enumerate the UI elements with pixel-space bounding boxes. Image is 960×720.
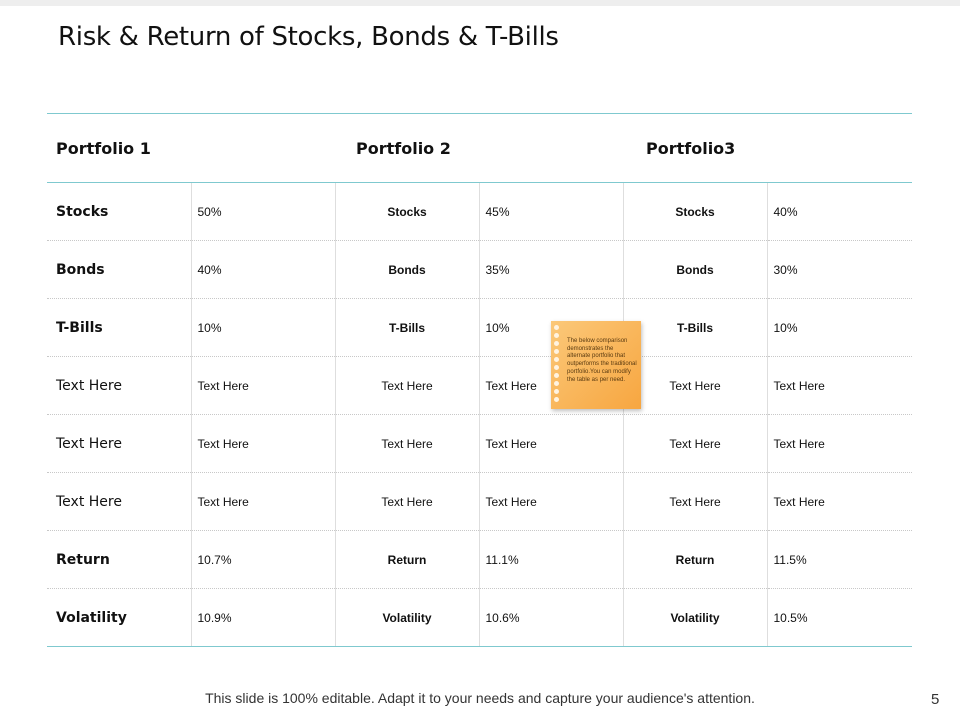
value-cell: 10.7% — [190, 530, 335, 589]
table-header-row: Portfolio 1 Portfolio 2 Portfolio3 — [47, 114, 912, 183]
page-number: 5 — [931, 691, 940, 708]
value-cell: 35% — [478, 240, 623, 299]
table-row: Text Here Text Here Text Here Text Here Text… — [47, 414, 912, 473]
value-cell: Text Here — [190, 356, 335, 415]
row-sublabel: Text Here — [334, 472, 479, 531]
row-sublabel: Return — [334, 530, 479, 589]
sticky-note: The below comparison demonstrates the al… — [551, 321, 641, 409]
table-body: Stocks 50% Stocks 45% Stocks 40% Bonds 40% Bonds… — [47, 182, 912, 646]
row-label: Text Here — [47, 356, 191, 415]
table-row: Stocks 50% Stocks 45% Stocks 40% — [47, 182, 912, 241]
row-sublabel: Volatility — [622, 588, 767, 646]
value-cell: 11.5% — [766, 530, 912, 589]
row-sublabel: Bonds — [334, 240, 479, 299]
row-sublabel: Text Here — [622, 472, 767, 531]
table-row: Bonds 40% Bonds 35% Bonds 30% — [47, 240, 912, 299]
row-label: Stocks — [56, 203, 109, 220]
row-sublabel: Stocks — [334, 182, 479, 241]
row-label: Text Here — [47, 414, 191, 473]
slide-title: Risk & Return of Stocks, Bonds & T-Bills — [58, 22, 559, 52]
value-cell: 50% — [190, 182, 335, 241]
portfolio-table: Portfolio 1 Portfolio 2 Portfolio3 Stock… — [47, 113, 912, 647]
row-label: Return — [47, 530, 191, 589]
row-sublabel: Stocks — [622, 182, 767, 241]
value-cell: 10% — [766, 298, 912, 357]
row-label: Text Here — [47, 472, 191, 531]
value-cell: Text Here — [766, 472, 912, 531]
header-portfolio-3: Portfolio3 — [623, 114, 912, 183]
row-sublabel: Text Here — [622, 356, 767, 415]
slide-top-bar — [0, 0, 960, 6]
row-sublabel: Text Here — [334, 414, 479, 473]
row-sublabel: Text Here — [334, 356, 479, 415]
table-row: Text Here Text Here Text Here Text Here Text… — [47, 356, 912, 415]
value-cell: 40% — [190, 240, 335, 299]
table-row: T-Bills 10% T-Bills 10% T-Bills 10% — [47, 298, 912, 357]
table-row: Text Here Text Here Text Here Text Here Text… — [47, 472, 912, 531]
value-cell: 10.5% — [766, 588, 912, 646]
header-portfolio-2: Portfolio 2 — [335, 114, 623, 183]
value-cell: Text Here — [766, 356, 912, 415]
row-sublabel: Volatility — [334, 588, 479, 646]
row-label: Bonds — [47, 240, 191, 299]
header-portfolio-1: Portfolio 1 — [47, 114, 335, 183]
note-binding-holes — [554, 325, 560, 405]
sticky-note-text: The below comparison demonstrates the al… — [567, 338, 637, 383]
value-cell: Text Here — [190, 472, 335, 531]
value-cell: 10.6% — [478, 588, 623, 646]
value-cell: 10.9% — [190, 588, 335, 646]
value-cell: 45% — [478, 182, 623, 241]
row-sublabel: T-Bills — [622, 298, 767, 357]
table-row: Volatility 10.9% Volatility 10.6% Volatility… — [47, 588, 912, 646]
footer-text: This slide is 100% editable. Adapt it to… — [205, 690, 755, 706]
value-cell: Text Here — [478, 414, 623, 473]
row-sublabel: T-Bills — [334, 298, 479, 357]
value-cell: Text Here — [478, 472, 623, 531]
row-label: Volatility — [47, 588, 191, 646]
row-sublabel: Text Here — [622, 414, 767, 473]
value-cell: Text Here — [190, 414, 335, 473]
table-row: Return 10.7% Return 11.1% Return 11.5% — [47, 530, 912, 589]
value-cell: 10% — [190, 298, 335, 357]
row-sublabel: Bonds — [622, 240, 767, 299]
value-cell: 11.1% — [478, 530, 623, 589]
value-cell: Text Here — [766, 414, 912, 473]
row-label: T-Bills — [47, 298, 191, 357]
row-sublabel: Return — [622, 530, 767, 589]
value-cell: 40% — [766, 182, 912, 241]
value-cell: 30% — [766, 240, 912, 299]
